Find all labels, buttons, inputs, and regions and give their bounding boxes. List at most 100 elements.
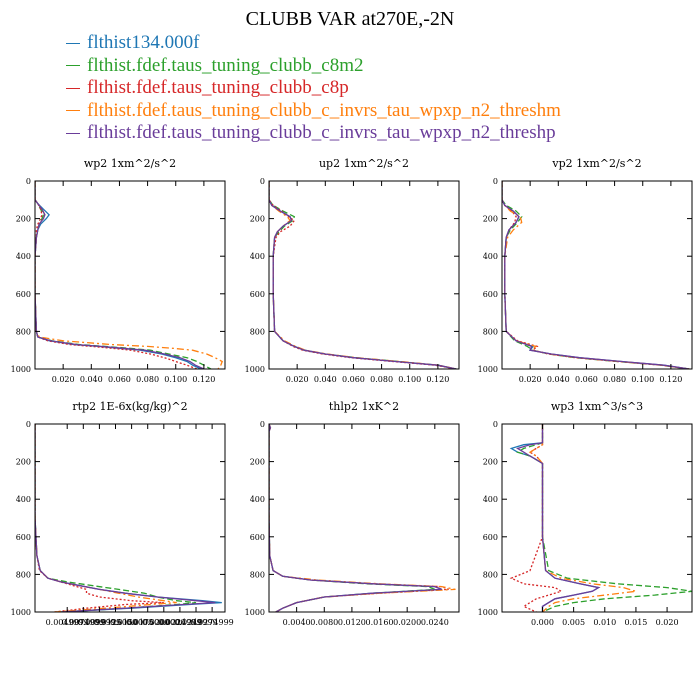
y-tick-label: 800 bbox=[250, 570, 265, 579]
x-tick-label: 0.0074999 bbox=[62, 618, 105, 627]
legend-swatch bbox=[66, 65, 80, 67]
series-line bbox=[269, 181, 457, 369]
x-tick-label: 0.0224999 bbox=[158, 618, 201, 627]
y-tick-label: 400 bbox=[483, 252, 498, 261]
series-line bbox=[269, 181, 457, 369]
profile-panel: up2 1xm^2/s^2 0 200 400 600 800 1000 0.020 0.040… bbox=[245, 157, 460, 384]
y-tick-label: 800 bbox=[16, 570, 31, 579]
panel-title: wp2 1xm^2/s^2 bbox=[84, 157, 176, 170]
panel-title: up2 1xm^2/s^2 bbox=[319, 157, 409, 170]
y-tick-label: 200 bbox=[250, 458, 265, 467]
legend-item: flthist.fdef.taus_tuning_clubb_c_invrs_t… bbox=[66, 122, 561, 145]
series-line bbox=[35, 424, 216, 612]
legend-label: flthist.fdef.taus_tuning_clubb_c_invrs_t… bbox=[87, 122, 556, 144]
y-tick-label: 0 bbox=[493, 420, 498, 429]
legend: flthist134.000f flthist.fdef.taus_tuning… bbox=[66, 32, 561, 145]
y-tick-label: 400 bbox=[250, 252, 265, 261]
x-tick-label: 0.0120 bbox=[338, 618, 366, 627]
x-tick-label: 0.0175000 bbox=[126, 618, 169, 627]
x-tick-label: 0.0049999 bbox=[46, 618, 89, 627]
profile-panel: wp2 1xm^2/s^2 0 200 400 600 800 1000 0.020 0.040… bbox=[11, 157, 226, 384]
legend-label: flthist.fdef.taus_tuning_clubb_c8p bbox=[87, 77, 349, 99]
y-tick-label: 1000 bbox=[245, 365, 265, 374]
y-tick-label: 800 bbox=[483, 570, 498, 579]
legend-swatch bbox=[66, 42, 80, 44]
x-tick-label: 0.120 bbox=[192, 375, 215, 384]
x-tick-label: 0.010 bbox=[593, 618, 616, 627]
series-line bbox=[269, 424, 436, 612]
plot-frame bbox=[34, 180, 226, 370]
y-tick-label: 600 bbox=[250, 533, 265, 542]
panel-title: thlp2 1xK^2 bbox=[329, 400, 399, 413]
series-line bbox=[269, 424, 442, 612]
series-line bbox=[35, 424, 177, 612]
x-tick-label: 0.0040 bbox=[283, 618, 311, 627]
y-tick-label: 1000 bbox=[478, 608, 498, 617]
profile-panel: vp2 1xm^2/s^2 0 200 400 600 800 1000 0.020 0.040… bbox=[478, 157, 693, 384]
legend-label: flthist.fdef.taus_tuning_clubb_c_invrs_t… bbox=[87, 99, 561, 121]
x-tick-label: 0.080 bbox=[370, 375, 393, 384]
legend-item: flthist.fdef.taus_tuning_clubb_c8p bbox=[66, 77, 561, 100]
x-tick-label: 0.100 bbox=[398, 375, 421, 384]
profile-panel: thlp2 1xK^2 0 200 400 600 800 1000 0.0040 0.0080… bbox=[245, 400, 460, 627]
series-line bbox=[35, 424, 197, 612]
x-tick-label: 0.020 bbox=[656, 618, 679, 627]
x-tick-label: 0.0125000 bbox=[94, 618, 137, 627]
y-tick-label: 0 bbox=[260, 420, 265, 429]
y-tick-label: 600 bbox=[483, 533, 498, 542]
x-tick-label: 0.080 bbox=[136, 375, 159, 384]
plot-frame bbox=[268, 423, 460, 613]
page-title: CLUBB VAR at270E,-2N bbox=[245, 8, 455, 30]
x-tick-label: 0.0274999 bbox=[190, 618, 233, 627]
legend-swatch bbox=[66, 132, 80, 134]
panel-title: rtp2 1E-6x(kg/kg)^2 bbox=[72, 400, 187, 413]
y-tick-label: 1000 bbox=[478, 365, 498, 374]
x-tick-label: 0.020 bbox=[52, 375, 75, 384]
series-line bbox=[502, 181, 690, 369]
y-tick-label: 0 bbox=[493, 177, 498, 186]
series-line bbox=[502, 181, 690, 369]
y-tick-label: 400 bbox=[250, 495, 265, 504]
legend-item: flthist134.000f bbox=[66, 32, 561, 55]
legend-item: flthist.fdef.taus_tuning_clubb_c8m2 bbox=[66, 55, 561, 78]
panel-title: wp3 1xm^3/s^3 bbox=[551, 400, 643, 413]
x-tick-label: 0.040 bbox=[80, 375, 103, 384]
y-tick-label: 600 bbox=[250, 290, 265, 299]
x-tick-label: 0.000 bbox=[531, 618, 554, 627]
series-line bbox=[516, 424, 692, 612]
series-line bbox=[35, 181, 224, 369]
y-tick-label: 800 bbox=[250, 327, 265, 336]
y-tick-label: 400 bbox=[483, 495, 498, 504]
plot-frame bbox=[501, 423, 693, 613]
profile-panel: rtp2 1E-6x(kg/kg)^2 0 200 400 600 800 1000 0.00… bbox=[11, 400, 234, 627]
x-tick-label: 0.0160 bbox=[366, 618, 394, 627]
series-line bbox=[269, 181, 457, 369]
x-tick-label: 0.0080 bbox=[310, 618, 338, 627]
x-tick-label: 0.015 bbox=[624, 618, 647, 627]
series-line bbox=[502, 181, 690, 369]
series-line bbox=[269, 181, 457, 369]
legend-label: flthist134.000f bbox=[87, 32, 200, 54]
x-tick-label: 0.0099999 bbox=[78, 618, 121, 627]
series-line bbox=[35, 424, 222, 612]
x-tick-label: 0.040 bbox=[547, 375, 570, 384]
x-tick-label: 0.005 bbox=[562, 618, 585, 627]
x-tick-label: 0.0200 bbox=[393, 618, 421, 627]
series-line bbox=[502, 181, 690, 369]
x-tick-label: 0.060 bbox=[342, 375, 365, 384]
x-tick-label: 0.120 bbox=[659, 375, 682, 384]
x-tick-label: 0.100 bbox=[164, 375, 187, 384]
series-line bbox=[269, 181, 457, 369]
plot-frame bbox=[34, 423, 226, 613]
y-tick-label: 600 bbox=[483, 290, 498, 299]
panel-title: vp2 1xm^2/s^2 bbox=[551, 157, 641, 170]
y-tick-label: 0 bbox=[26, 177, 31, 186]
series-line bbox=[502, 181, 690, 369]
x-tick-label: 0.0200000 bbox=[142, 618, 185, 627]
x-tick-label: 0.0240 bbox=[421, 618, 449, 627]
y-tick-label: 800 bbox=[483, 327, 498, 336]
y-tick-label: 0 bbox=[26, 420, 31, 429]
legend-swatch bbox=[66, 87, 80, 89]
x-tick-label: 0.120 bbox=[426, 375, 449, 384]
y-tick-label: 200 bbox=[483, 215, 498, 224]
